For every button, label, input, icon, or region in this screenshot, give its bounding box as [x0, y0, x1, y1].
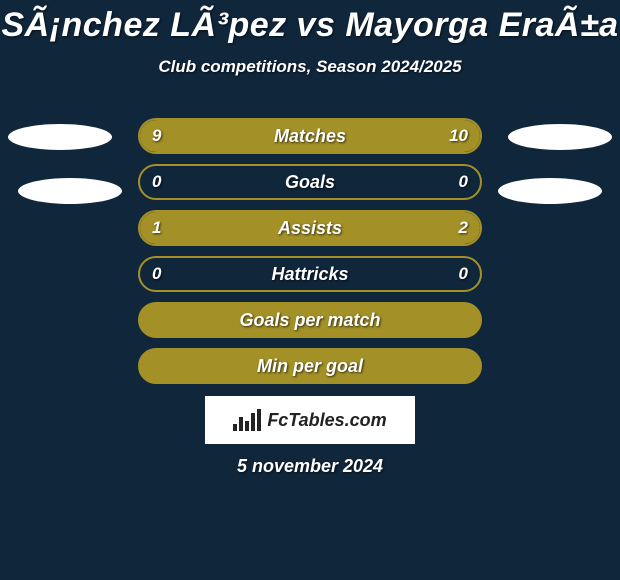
stat-row: Goals per match — [0, 302, 620, 338]
stat-row: Min per goal — [0, 348, 620, 384]
stat-row: 0 0Hattricks — [0, 256, 620, 292]
stat-value-right: 2 — [459, 212, 468, 244]
stat-bar: Goals per match — [138, 302, 482, 338]
stat-label: Goals — [140, 166, 480, 198]
comparison-title: SÃ¡nchez LÃ³pez vs Mayorga EraÃ±a — [0, 0, 620, 45]
player-placeholder-ellipse — [498, 178, 602, 204]
stat-label: Min per goal — [140, 350, 480, 382]
stat-bar: Min per goal — [138, 348, 482, 384]
stat-value-left: 9 — [152, 120, 161, 152]
stat-bar: 0 0Hattricks — [138, 256, 482, 292]
logo-text: FcTables.com — [267, 410, 386, 431]
player-placeholder-ellipse — [508, 124, 612, 150]
stat-value-right: 0 — [459, 166, 468, 198]
stat-bar: 0 0Goals — [138, 164, 482, 200]
comparison-subtitle: Club competitions, Season 2024/2025 — [0, 57, 620, 77]
stat-label: Goals per match — [140, 304, 480, 336]
stat-bar: 910Matches — [138, 118, 482, 154]
stat-label: Hattricks — [140, 258, 480, 290]
stat-value-right: 0 — [459, 258, 468, 290]
stat-fill-right — [252, 212, 480, 244]
stat-fill-left — [140, 120, 300, 152]
stat-value-left: 0 — [152, 258, 161, 290]
stat-bar: 12Assists — [138, 210, 482, 246]
stat-row: 12Assists — [0, 210, 620, 246]
stat-value-left: 1 — [152, 212, 161, 244]
stats-stage: 910Matches00Goals12Assists00HattricksGoa… — [0, 118, 620, 394]
logo-bars-icon — [233, 409, 261, 431]
stat-value-left: 0 — [152, 166, 161, 198]
player-placeholder-ellipse — [18, 178, 122, 204]
stat-value-right: 10 — [449, 120, 468, 152]
infographic-date: 5 november 2024 — [0, 456, 620, 477]
fctables-logo: FcTables.com — [205, 396, 415, 444]
player-placeholder-ellipse — [8, 124, 112, 150]
